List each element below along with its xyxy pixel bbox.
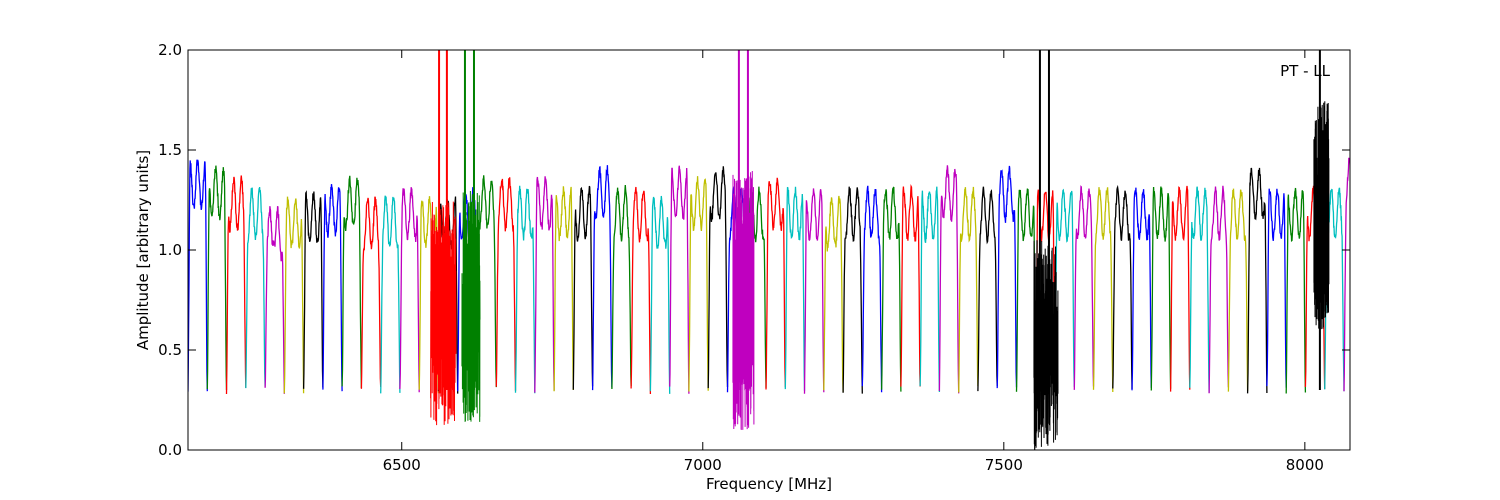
rfi-noise-region-0 [430,201,457,426]
rfi-noise-region-4 [1313,101,1330,330]
channel-series-27 [707,166,729,389]
series-layer [188,50,1382,450]
channel-series-52 [1189,186,1210,393]
channel-series-45 [1054,188,1075,388]
y-tick-label-3: 1.5 [158,141,182,159]
axis-ticks: 6500 7000 7500 8000 0.0 0.5 1.0 1.5 2.0 [158,41,1350,474]
channel-series-57 [1285,187,1307,394]
x-tick-label-2: 7500 [985,456,1023,474]
channel-series-9 [360,196,382,389]
baseline-annotation: PT - LL [1280,62,1331,80]
channel-series-22 [611,185,632,390]
channel-series-12 [418,196,440,394]
channel-series-25 [669,165,690,394]
channel-series-56 [1266,188,1287,388]
channel-series-54 [1227,188,1249,392]
channel-series-40 [958,186,979,393]
channel-series-19 [553,186,574,392]
channel-series-1 [206,165,228,391]
channel-series-37 [900,183,921,387]
channel-series-49 [1131,187,1152,391]
channel-series-36 [880,186,902,392]
x-tick-label-1: 7000 [684,456,722,474]
channel-series-23 [630,186,652,395]
channel-series-8 [341,175,363,389]
x-tick-label-0: 6500 [383,456,421,474]
channel-series-11 [399,187,420,393]
channel-series-43 [1015,188,1037,392]
y-axis-label: Amplitude [arbitrary units] [134,150,152,350]
channel-series-51 [1169,185,1191,392]
channel-series-35 [861,185,883,393]
channel-series-33 [823,195,844,393]
rfi-noise-region-3 [1033,240,1059,450]
channel-series-5 [283,196,305,394]
y-tick-label-0: 0.0 [158,441,182,459]
channel-series-39 [938,165,960,394]
channel-series-3 [245,186,266,389]
channel-series-26 [688,176,709,392]
channel-series-48 [1112,184,1133,390]
y-tick-label-2: 1.0 [158,241,182,259]
channel-series-61 [1363,168,1382,393]
channel-series-50 [1150,186,1172,391]
x-tick-label-3: 8000 [1286,456,1324,474]
channel-series-42 [996,165,1018,389]
channel-series-32 [803,188,825,394]
channel-series-34 [842,186,863,394]
y-tick-label-1: 0.5 [158,341,182,359]
channel-series-47 [1092,187,1114,393]
channel-series-6 [302,190,324,389]
channel-series-24 [649,195,671,394]
rfi-noise-region-2 [732,170,755,430]
channel-series-55 [1246,167,1268,394]
channel-series-44 [1035,189,1056,394]
channel-series-10 [380,195,401,394]
channel-series-60 [1343,157,1350,392]
x-axis-label: Frequency [MHz] [706,475,832,493]
channel-series-46 [1073,185,1095,390]
channel-series-16 [495,177,517,391]
channel-series-0 [188,159,208,392]
channel-series-30 [765,177,786,390]
plot-border [187,49,1351,451]
channel-series-21 [591,165,613,391]
channel-series-13 [437,196,459,394]
channel-series-41 [977,186,998,392]
channel-series-4 [264,205,285,394]
channel-series-15 [476,175,497,389]
channel-series-38 [919,186,941,393]
channel-series-2 [225,175,247,395]
y-tick-label-4: 2.0 [158,41,182,59]
plot-frame [187,49,1351,451]
channel-series-7 [322,184,343,392]
channel-series-20 [572,185,594,390]
channel-series-31 [784,186,806,391]
channel-series-53 [1208,185,1230,394]
channel-series-18 [534,176,555,393]
channel-series-17 [514,185,536,394]
